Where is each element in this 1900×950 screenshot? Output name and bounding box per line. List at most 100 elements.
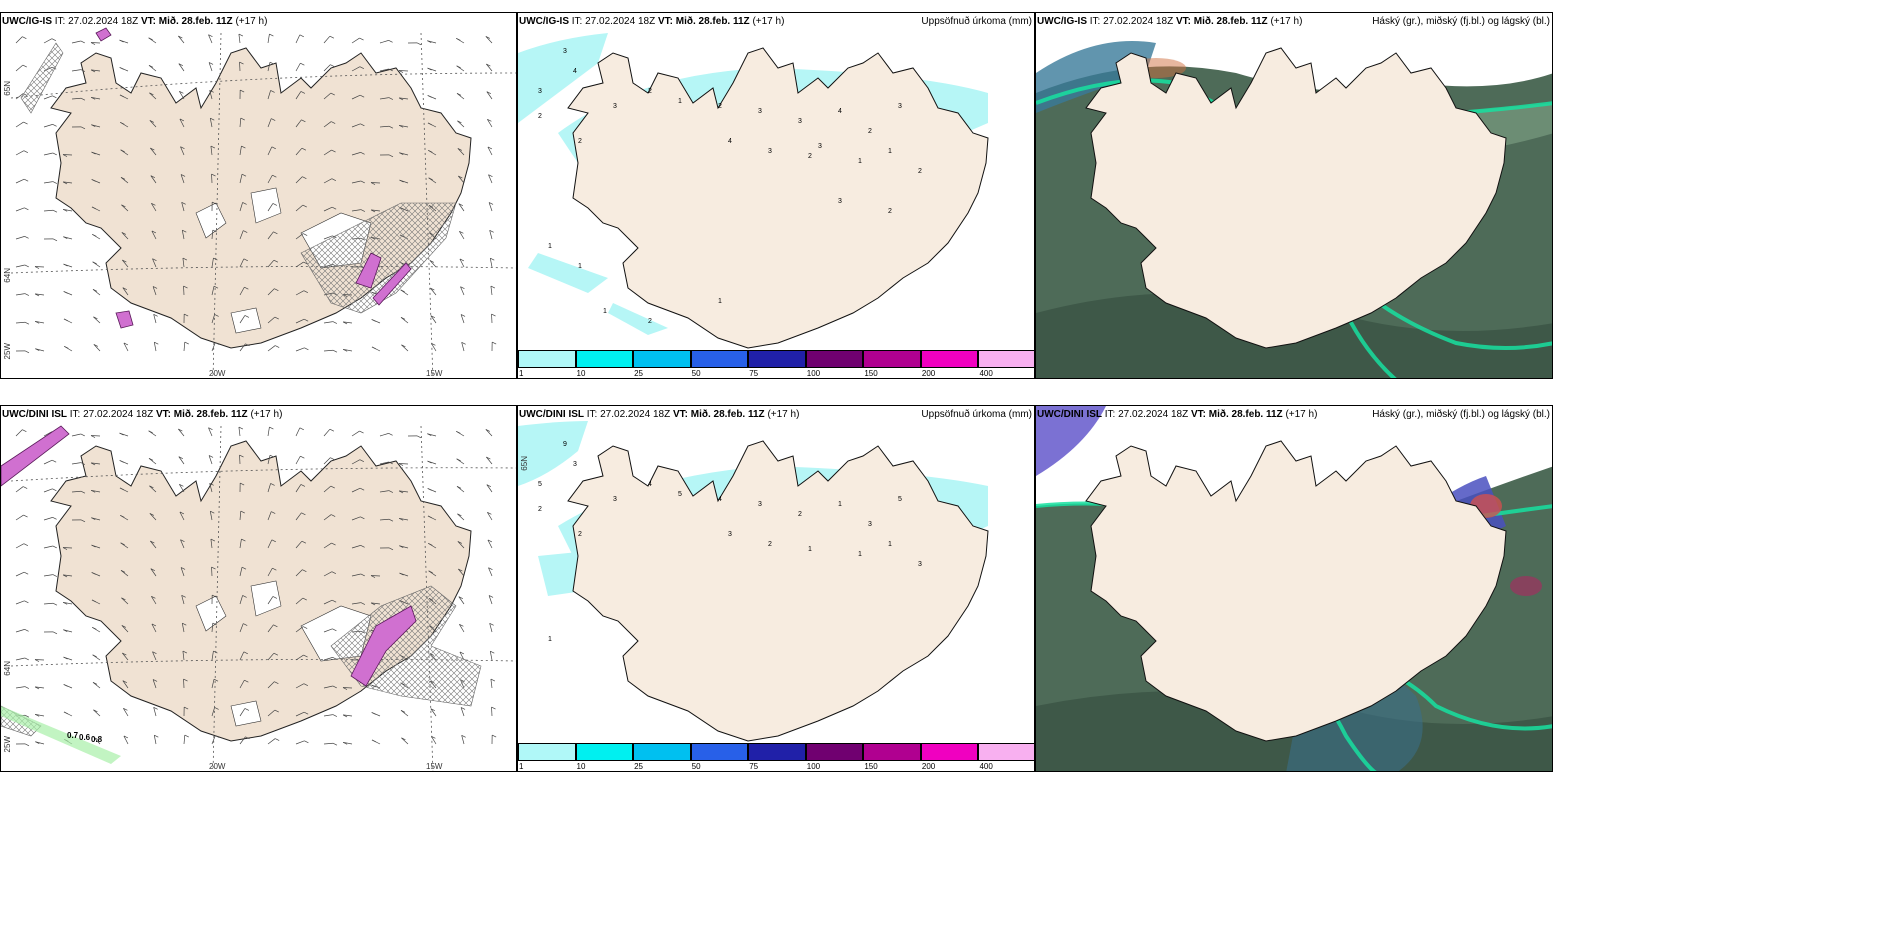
colorbar-tick: 100 [806,762,821,771]
precip-value: 3 [758,108,762,115]
grid-lines [10,32,516,378]
panel-wind-top: UWC/IG-IS IT: 27.02.2024 18Z VT: Mið. 28… [0,12,517,379]
colorbar-swatch [575,743,634,761]
header-clouds-bottom: UWC/DINI ISL IT: 27.02.2024 18Z VT: Mið.… [1036,406,1552,424]
lon-label-20w: 20W [209,762,226,771]
header-wind-top: UWC/IG-IS IT: 27.02.2024 18Z VT: Mið. 28… [2,16,268,27]
precip-value: 1 [808,546,812,553]
precip-value: 3 [728,531,732,538]
precip-value: 3 [868,521,872,528]
colorbar-swatch [863,350,921,368]
colorbar-tick: 75 [749,369,759,378]
colorbar-swatch [518,350,576,368]
lon-label-25w: 25W [3,343,12,360]
heavy-precip-areas [95,27,412,329]
header-clouds-top: UWC/IG-IS IT: 27.02.2024 18Z VT: Mið. 28… [1036,13,1552,31]
colorbar-swatch [863,743,921,761]
precip-value: 5 [538,481,542,488]
model-name: UWC/IG-IS [2,16,52,27]
precip-value: 4 [573,68,577,75]
land-outline [567,440,989,742]
colorbar-tick: 10 [576,369,586,378]
model-name: UWC/DINI ISL [2,409,67,420]
precip-value: 3 [768,148,772,155]
lon-label-20w: 20W [209,369,226,378]
precip-value: 3 [573,461,577,468]
contour-label: 0.8 [91,735,103,744]
map-clouds-bottom [1036,406,1552,771]
precip-value: 2 [538,506,542,513]
precip-value: 4 [728,138,732,145]
precip-value: 2 [808,153,812,160]
precip-value: 2 [648,318,652,325]
colorbar-swatch [633,743,691,761]
panel-wind-bottom: 0.7 0.6 0.8 UWC/DINI ISL IT: 27.02.2024 … [0,405,517,772]
precip-value: 3 [758,501,762,508]
map-wind-top [10,27,516,378]
colorbar-swatch [748,743,806,761]
precip-value: 2 [918,168,922,175]
precip-value: 1 [858,158,862,165]
colorbar-swatch [978,743,1034,761]
precip-value: 1 [838,501,842,508]
colorbar-bottom: 1 10 25 50 75 100 150 200 400 [518,743,1034,771]
colorbar-tick: 400 [979,762,993,771]
colorbar-swatch [690,350,749,368]
precip-value: 4 [648,481,652,488]
precip-value: 3 [563,48,567,55]
map-wind-bottom: 0.7 0.6 0.8 [1,425,516,771]
colorbar-swatch [748,350,806,368]
colorbar-swatch [690,743,749,761]
precip-value: 3 [918,561,922,568]
clouds-title: Háský (gr.), miðský (fj.bl.) og lágský (… [1372,409,1550,420]
lon-label-15w: 15W [426,369,443,378]
precip-value: 2 [578,138,582,145]
precip-value: 2 [718,103,722,110]
colorbar-swatch [978,350,1034,368]
panel-clouds-top: UWC/IG-IS IT: 27.02.2024 18Z VT: Mið. 28… [1035,12,1553,379]
precip-value: 1 [548,243,552,250]
colorbar-tick: 200 [921,369,936,378]
precip-title: Uppsöfnuð úrkoma (mm) [921,16,1032,27]
heavy-precip-areas [1,425,417,687]
colorbar-swatch [575,350,634,368]
contour-label: 0.6 [79,733,91,742]
precip-value: 2 [578,531,582,538]
header-precip-bottom: UWC/DINI ISL IT: 27.02.2024 18Z VT: Mið.… [518,406,1034,424]
colorbar-swatch [633,350,691,368]
header-precip-top: UWC/IG-IS IT: 27.02.2024 18Z VT: Mið. 28… [518,13,1034,31]
precip-value: 3 [798,118,802,125]
map-precip-bottom: 9 3 5 2 3 4 5 4 3 2 1 3 5 3 2 1 1 1 3 2 1 [518,421,989,742]
panel-clouds-bottom: UWC/DINI ISL IT: 27.02.2024 18Z VT: Mið.… [1035,405,1553,772]
grid-lines [10,425,516,771]
colorbar-tick: 10 [576,762,586,771]
clouds-title: Háský (gr.), miðský (fj.bl.) og lágský (… [1372,16,1550,27]
precip-value: 1 [718,298,722,305]
lat-label-65n: 65N [3,81,12,96]
precip-value: 3 [838,198,842,205]
map-clouds-top [1036,13,1552,378]
precip-value: 5 [678,491,682,498]
panel-precip-bottom: 9 3 5 2 3 4 5 4 3 2 1 3 5 3 2 1 1 1 3 2 1 UWC/DINI ISL IT: 2… [517,405,1035,772]
lon-label-15w: 15W [426,762,443,771]
precip-value: 1 [603,308,607,315]
colorbar-tick: 75 [749,762,759,771]
colorbar-swatch [805,743,864,761]
precip-title: Uppsöfnuð úrkoma (mm) [921,409,1032,420]
precip-value: 3 [818,143,822,150]
colorbar-tick: 100 [806,369,821,378]
precip-value: 3 [613,496,617,503]
precip-value: 2 [768,541,772,548]
colorbar-swatch [920,743,979,761]
precip-value: 1 [888,148,892,155]
precip-value: 1 [678,98,682,105]
precip-value: 1 [548,636,552,643]
contour-label: 0.7 [67,731,79,740]
lat-label-65n: 65N [520,456,529,471]
precip-value: 2 [798,511,802,518]
precip-value: 1 [578,263,582,270]
land-outline [567,47,989,349]
precip-value: 3 [538,88,542,95]
